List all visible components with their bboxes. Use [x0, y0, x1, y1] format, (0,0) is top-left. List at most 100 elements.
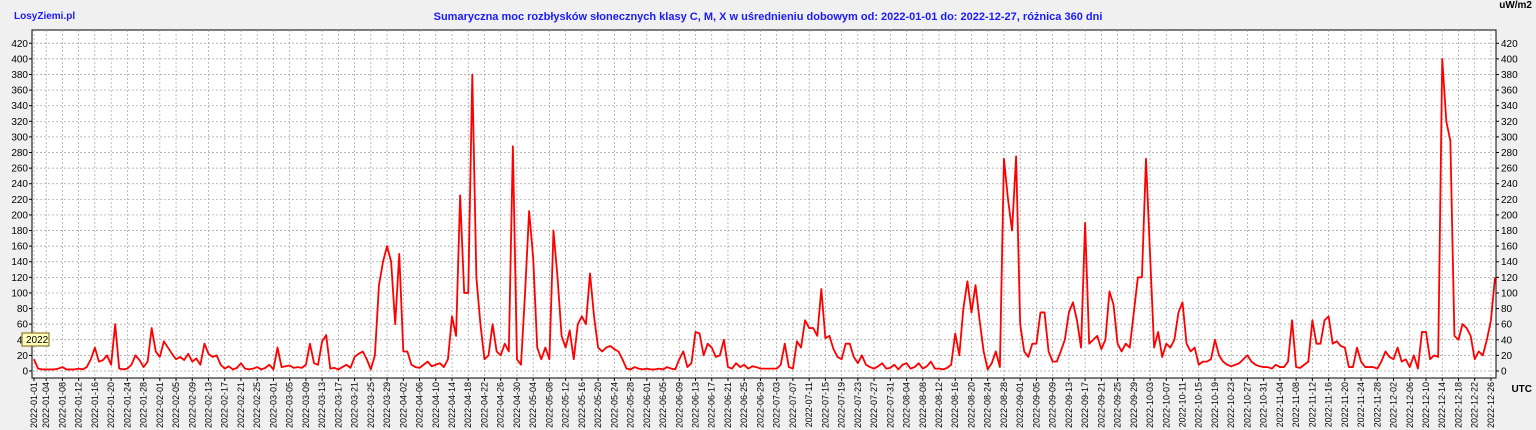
y2-tick-label: 60: [1501, 320, 1513, 331]
x-tick-label: 2022-10-27: [1242, 382, 1252, 428]
x-tick-label: 2022-12-14: [1437, 382, 1447, 428]
x-tick-label: 2022-12-22: [1470, 382, 1480, 428]
x-tick-label: 2022-07-31: [885, 382, 895, 428]
x-tick-label: 2022-09-25: [1113, 382, 1123, 428]
series-line: [33, 57, 1496, 371]
y2-tick-label: 360: [1501, 86, 1518, 97]
y2-tick-label: 200: [1501, 210, 1518, 221]
x-tick-label: 2022-08-08: [918, 382, 928, 428]
x-tick-label: 2022-10-19: [1210, 382, 1220, 428]
grid: 0020204040606080801001001201201401401601…: [11, 30, 1518, 428]
x-tick-label: 2022-03-13: [317, 382, 327, 428]
y-tick-label: 280: [11, 148, 28, 159]
y-tick-label: 320: [11, 117, 28, 128]
x-tick-label: 2022-09-29: [1129, 382, 1139, 428]
x-tick-label: 2022-05-12: [561, 382, 571, 428]
y-tick-label: 140: [11, 257, 28, 268]
y-tick-label: 160: [11, 242, 28, 253]
x-tick-label: 2022-10-11: [1178, 382, 1188, 427]
x-tick-label: 2022-06-21: [723, 382, 733, 428]
y2-tick-label: 140: [1501, 257, 1518, 268]
y2-tick-label: 80: [1501, 304, 1513, 315]
x-tick-label: 2022-12-06: [1405, 382, 1415, 428]
y2-tick-label: 160: [1501, 242, 1518, 253]
plot-area: [31, 29, 1497, 379]
x-tick-label: 2022-03-01: [268, 382, 278, 428]
y-tick-label: 340: [11, 101, 28, 112]
x-tick-label: 2022-01-04: [41, 382, 51, 428]
y-tick-label: 260: [11, 164, 28, 175]
y-tick-label: 360: [11, 86, 28, 97]
y-tick-label: 120: [11, 273, 28, 284]
x-tick-label: 2022-12-26: [1486, 382, 1496, 428]
x-tick-label: 2022-09-05: [1031, 382, 1041, 428]
y-tick-label: 80: [17, 304, 29, 315]
x-tick-label: 2022-03-29: [382, 382, 392, 428]
x-tick-label: 2022-10-31: [1259, 382, 1269, 428]
x-tick-label: 2022-01-20: [106, 382, 116, 428]
x-tick-label: 2022-02-25: [252, 382, 262, 428]
x-tick-label: 2022-09-09: [1048, 382, 1058, 428]
x-tick-label: 2022-02-09: [187, 382, 197, 428]
x-tick-label: 2022-06-17: [707, 382, 717, 428]
unit-label: uW/m2: [1499, 0, 1532, 11]
x-tick-label: 2022-11-16: [1324, 382, 1334, 427]
y-tick-label: 420: [11, 39, 28, 50]
x-tick-label: 2022-09-01: [1015, 382, 1025, 428]
x-tick-label: 2022-02-21: [236, 382, 246, 428]
y2-tick-label: 400: [1501, 54, 1518, 65]
x-tick-label: 2022-08-20: [966, 382, 976, 428]
x-tick-label: 2022-04-22: [479, 382, 489, 428]
x-tick-label: 2022-09-13: [1064, 382, 1074, 428]
x-tick-label: 2022-02-05: [171, 382, 181, 428]
x-tick-label: 2022-12-18: [1453, 382, 1463, 428]
x-tick-label: 2022-07-15: [820, 382, 830, 428]
x-tick-label: 2022-02-17: [220, 382, 230, 428]
x-tick-label: 2022-07-23: [853, 382, 863, 428]
x-tick-label: 2022-07-07: [788, 382, 798, 428]
x-tick-label: 2022-04-18: [463, 382, 473, 428]
y-tick-label: 100: [11, 288, 28, 299]
y2-tick-label: 420: [1501, 39, 1518, 50]
y2-tick-label: 280: [1501, 148, 1518, 159]
x-tick-label: 2022-01-28: [139, 382, 149, 428]
x-tick-label: 2022-01-01: [29, 382, 39, 428]
x-tick-label: 2022-05-04: [528, 382, 538, 428]
x-tick-label: 2022-09-17: [1080, 382, 1090, 428]
x-tick-label: 2022-04-10: [431, 382, 441, 428]
y2-tick-label: 220: [1501, 195, 1518, 206]
y2-tick-label: 120: [1501, 273, 1518, 284]
x-tick-label: 2022-03-25: [366, 382, 376, 428]
x-tick-label: 2022-07-19: [837, 382, 847, 428]
series: [33, 57, 1496, 371]
x-tick-label: 2022-12-02: [1389, 382, 1399, 428]
x-tick-label: 2022-10-07: [1161, 382, 1171, 428]
x-tick-label: 2022-08-28: [999, 382, 1009, 428]
y-tick-label: 200: [11, 210, 28, 221]
y2-tick-label: 340: [1501, 101, 1518, 112]
y2-tick-label: 380: [1501, 70, 1518, 81]
y-tick-label: 300: [11, 132, 28, 143]
x-tick-label: 2022-05-28: [626, 382, 636, 428]
y-tick-label: 220: [11, 195, 28, 206]
y2-tick-label: 320: [1501, 117, 1518, 128]
year-box: [21, 332, 50, 347]
x-tick-label: 2022-07-11: [804, 382, 814, 427]
chart-title: Sumaryczna moc rozbłysków słonecznych kl…: [434, 11, 1103, 23]
x-tick-label: 2022-11-12: [1307, 382, 1317, 427]
y-tick-label: 240: [11, 179, 28, 190]
x-tick-label: 2022-04-14: [447, 382, 457, 428]
x-tick-label: 2022-06-05: [658, 382, 668, 428]
y2-tick-label: 180: [1501, 226, 1518, 237]
site-name: LosyZiemi.pl: [14, 11, 75, 22]
x-tick-label: 2022-04-06: [415, 382, 425, 428]
y-tick-label: 60: [17, 320, 29, 331]
y2-tick-label: 40: [1501, 335, 1513, 346]
year-label: 2022: [26, 335, 49, 346]
x-tick-label: 2022-07-03: [772, 382, 782, 428]
x-tick-label: 2022-05-08: [544, 382, 554, 428]
x-tick-label: 2022-11-28: [1372, 382, 1382, 427]
x-tick-label: 2022-10-15: [1194, 382, 1204, 428]
x-tick-label: 2022-01-24: [122, 382, 132, 428]
